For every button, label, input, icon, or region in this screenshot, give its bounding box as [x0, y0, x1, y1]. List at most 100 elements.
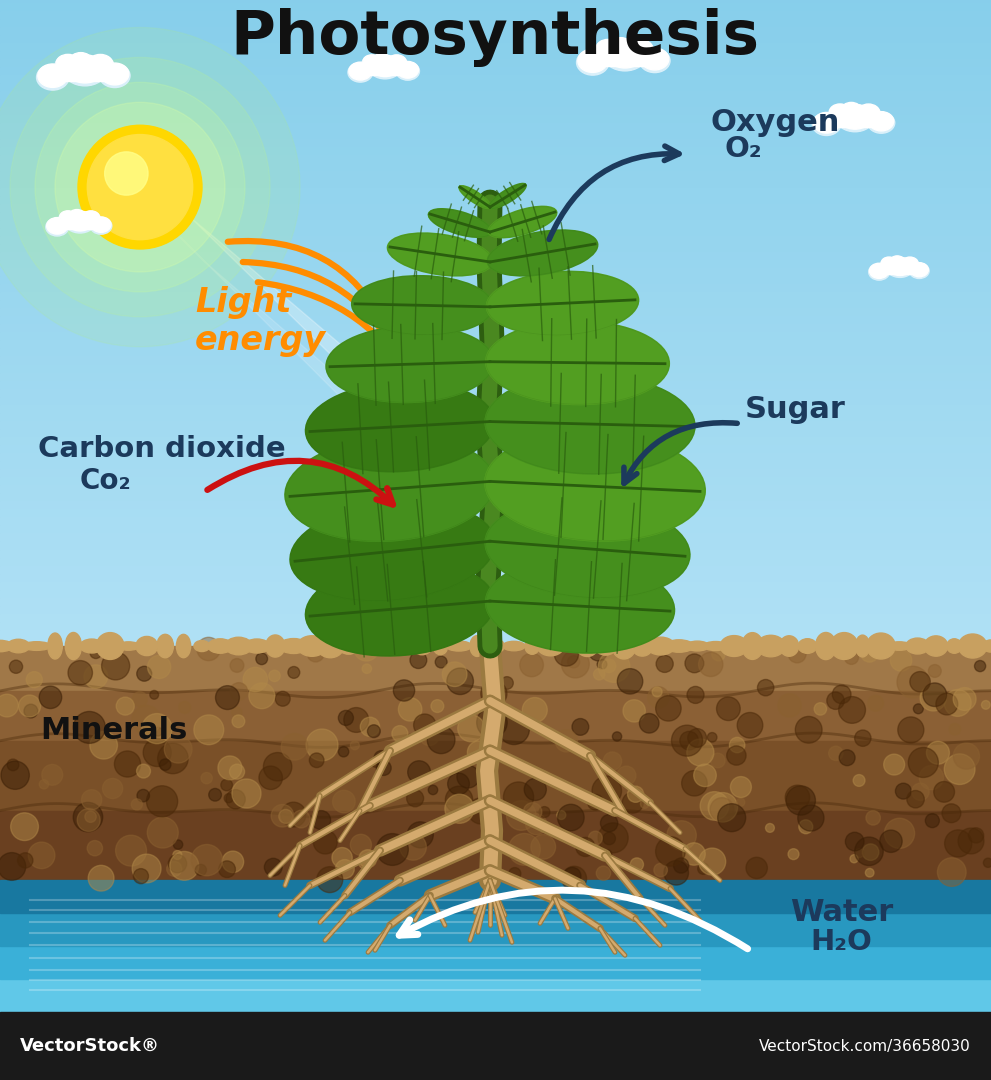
Circle shape — [0, 694, 18, 717]
Ellipse shape — [86, 55, 114, 76]
Ellipse shape — [837, 105, 872, 130]
Circle shape — [147, 786, 177, 816]
Ellipse shape — [869, 111, 894, 131]
Ellipse shape — [297, 636, 327, 657]
Circle shape — [361, 717, 380, 737]
Circle shape — [497, 753, 507, 762]
Circle shape — [427, 726, 455, 754]
Bar — [0, 116, 991, 123]
Circle shape — [132, 854, 161, 882]
Bar — [0, 123, 991, 132]
Bar — [0, 333, 991, 340]
Ellipse shape — [117, 642, 140, 650]
Circle shape — [143, 739, 171, 767]
Circle shape — [884, 754, 905, 775]
Circle shape — [264, 753, 291, 781]
Ellipse shape — [485, 374, 695, 474]
Ellipse shape — [386, 55, 407, 71]
Circle shape — [359, 860, 368, 868]
Bar — [0, 980, 991, 1012]
Circle shape — [410, 651, 427, 669]
Circle shape — [910, 672, 931, 692]
Circle shape — [520, 653, 543, 677]
Ellipse shape — [446, 642, 472, 651]
Circle shape — [150, 690, 159, 699]
Bar — [0, 646, 991, 691]
Ellipse shape — [48, 633, 62, 659]
Circle shape — [944, 829, 972, 858]
Circle shape — [351, 835, 372, 855]
Ellipse shape — [387, 233, 493, 275]
Ellipse shape — [597, 39, 619, 56]
Bar — [0, 365, 991, 373]
Circle shape — [599, 651, 630, 683]
Circle shape — [230, 683, 248, 700]
Circle shape — [377, 834, 408, 865]
Ellipse shape — [486, 321, 669, 405]
Circle shape — [949, 724, 960, 734]
Circle shape — [445, 794, 474, 823]
Circle shape — [148, 818, 178, 848]
Circle shape — [555, 730, 578, 752]
Bar — [0, 11, 991, 18]
Circle shape — [897, 666, 929, 698]
Circle shape — [178, 702, 190, 713]
Circle shape — [554, 642, 579, 666]
Circle shape — [826, 692, 844, 710]
Ellipse shape — [66, 211, 94, 231]
Circle shape — [399, 834, 426, 860]
Ellipse shape — [869, 264, 890, 280]
Circle shape — [603, 659, 615, 673]
Ellipse shape — [387, 233, 493, 275]
Ellipse shape — [136, 636, 158, 656]
Circle shape — [272, 805, 293, 827]
Ellipse shape — [393, 637, 414, 654]
Ellipse shape — [0, 640, 13, 651]
Ellipse shape — [47, 217, 67, 234]
Ellipse shape — [485, 499, 690, 598]
Ellipse shape — [866, 633, 895, 659]
Circle shape — [160, 759, 170, 770]
Bar — [0, 946, 991, 980]
Ellipse shape — [370, 55, 400, 77]
Ellipse shape — [290, 501, 495, 600]
Circle shape — [0, 852, 26, 880]
Circle shape — [226, 789, 245, 809]
Circle shape — [667, 821, 697, 850]
Ellipse shape — [157, 634, 173, 658]
Circle shape — [531, 835, 556, 860]
Bar — [0, 880, 991, 914]
Text: Sugar: Sugar — [745, 395, 846, 424]
Circle shape — [154, 727, 163, 737]
Circle shape — [589, 832, 603, 845]
Bar — [0, 630, 991, 638]
Circle shape — [612, 732, 621, 741]
Ellipse shape — [489, 206, 557, 238]
Circle shape — [398, 698, 422, 721]
Circle shape — [73, 802, 103, 832]
Circle shape — [746, 858, 767, 879]
Ellipse shape — [486, 559, 675, 653]
Circle shape — [306, 729, 338, 761]
Circle shape — [786, 786, 816, 815]
Circle shape — [131, 799, 143, 810]
Ellipse shape — [830, 633, 858, 660]
Bar — [0, 429, 991, 437]
Bar — [0, 501, 991, 510]
Circle shape — [11, 813, 39, 840]
Ellipse shape — [285, 436, 496, 541]
Bar — [0, 235, 991, 244]
Ellipse shape — [371, 640, 400, 652]
Ellipse shape — [82, 211, 100, 224]
Circle shape — [688, 729, 707, 747]
Ellipse shape — [37, 65, 68, 90]
Bar — [875, 268, 925, 274]
Ellipse shape — [578, 49, 607, 72]
Circle shape — [191, 845, 223, 876]
Ellipse shape — [428, 208, 492, 238]
Ellipse shape — [285, 436, 496, 541]
Ellipse shape — [639, 49, 670, 72]
Bar — [0, 622, 991, 630]
Ellipse shape — [55, 55, 80, 75]
Circle shape — [539, 807, 550, 818]
